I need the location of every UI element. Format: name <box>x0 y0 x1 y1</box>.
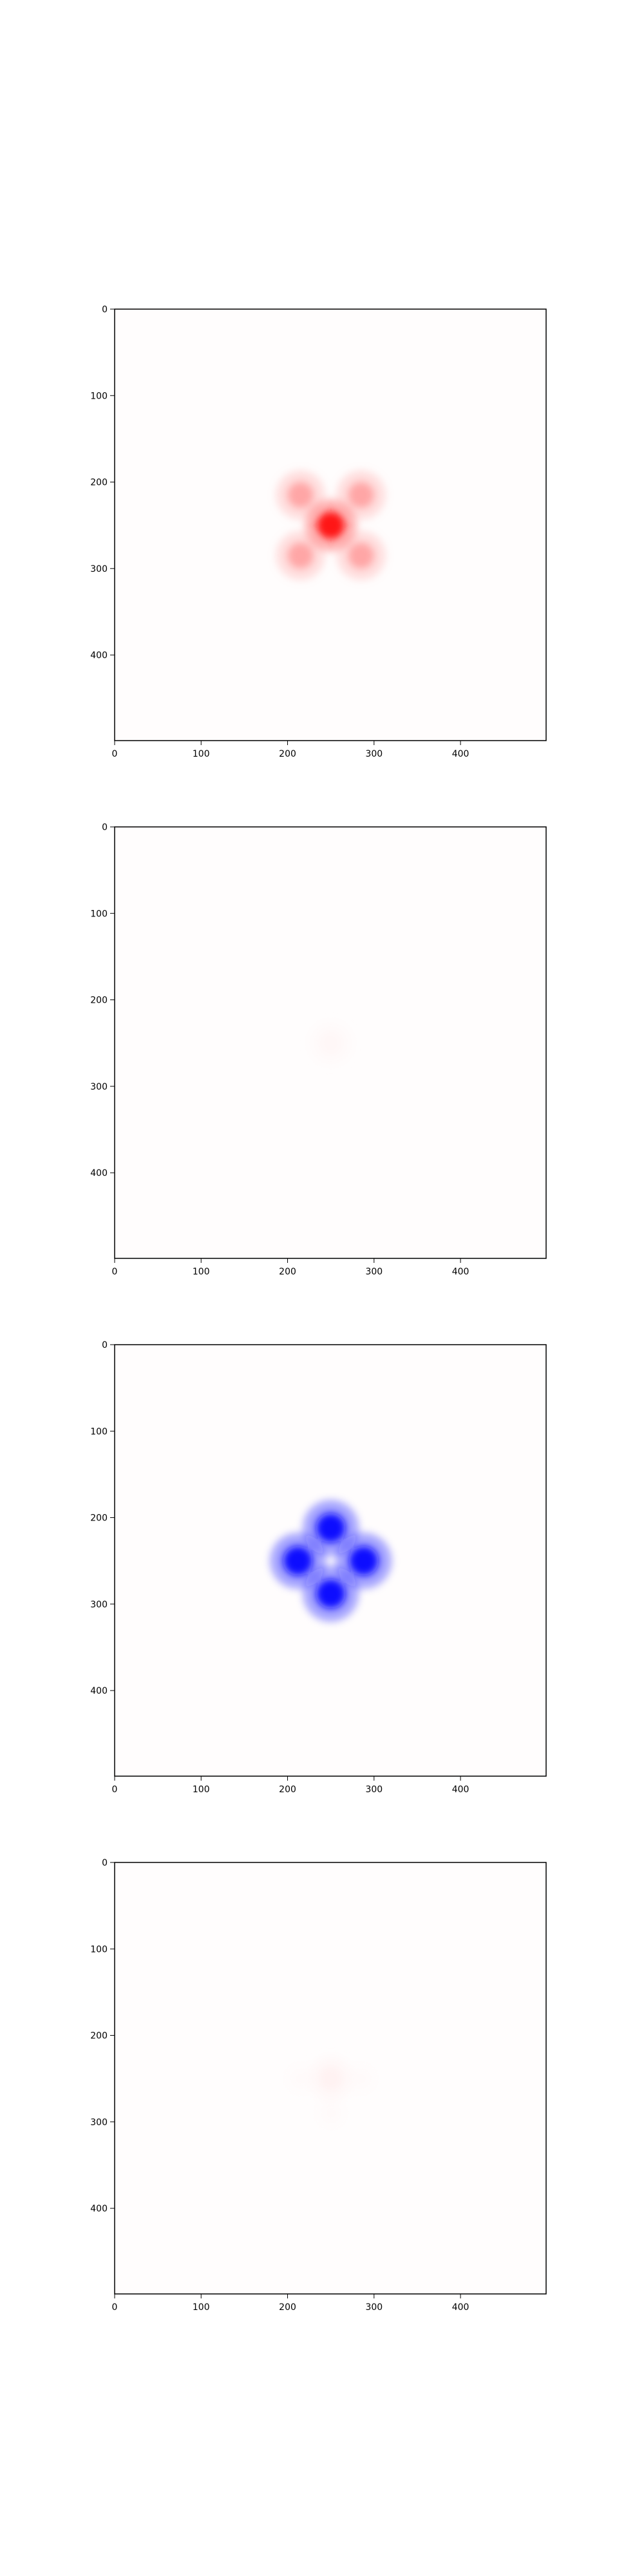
y-tick-label: 100 <box>90 391 108 401</box>
x-tick-label: 100 <box>193 1785 210 1795</box>
x-tick-label: 100 <box>193 749 210 759</box>
x-tick-label: 200 <box>279 1785 296 1795</box>
x-tick-label: 300 <box>365 749 383 759</box>
x-tick-label: 400 <box>452 1267 469 1277</box>
heatmap-blob <box>352 2070 370 2088</box>
heatmap-blob <box>287 482 314 508</box>
x-tick-label: 400 <box>452 749 469 759</box>
y-tick-label: 300 <box>90 1600 108 1610</box>
heatmap-panel: 0 100 200 300 400 0 100 200 300 400 <box>90 822 547 1277</box>
heatmap-blob <box>348 482 374 508</box>
x-tick-label: 400 <box>452 2302 469 2313</box>
y-tick-label: 100 <box>90 1426 108 1437</box>
heatmap-panel: 0 100 200 300 400 0 100 200 300 400 <box>90 305 547 759</box>
heatmap-blob <box>348 542 374 569</box>
x-tick-label: 100 <box>193 2302 210 2313</box>
heatmap-blob <box>318 2066 343 2091</box>
y-tick-label: 300 <box>90 564 108 574</box>
x-tick-label: 200 <box>279 2302 296 2313</box>
y-tick-label: 400 <box>90 1168 108 1179</box>
y-tick-label: 100 <box>90 909 108 919</box>
x-tick-label: 300 <box>365 2302 383 2313</box>
axes-frame <box>114 308 547 741</box>
y-tick-label: 400 <box>90 1686 108 1696</box>
x-tick-label: 200 <box>279 749 296 759</box>
x-tick-label: 100 <box>193 1267 210 1277</box>
y-tick-label: 0 <box>102 1340 108 1350</box>
y-tick-label: 0 <box>102 305 108 315</box>
y-tick-label: 100 <box>90 1944 108 1955</box>
y-tick-label: 0 <box>102 822 108 833</box>
heatmap-blob <box>287 542 314 569</box>
heatmap-blob <box>292 2070 310 2088</box>
x-tick-label: 0 <box>112 2302 118 2313</box>
x-tick-label: 400 <box>452 1785 469 1795</box>
x-tick-label: 0 <box>112 749 118 759</box>
heatmap-blob <box>322 2104 340 2122</box>
x-tick-label: 0 <box>112 1267 118 1277</box>
x-tick-label: 0 <box>112 1785 118 1795</box>
heatmap-blob <box>318 1030 343 1056</box>
heatmap-blob <box>348 1546 379 1576</box>
heatmap-background <box>115 1345 546 1776</box>
y-tick-label: 200 <box>90 2031 108 2041</box>
heatmap-blob <box>317 511 345 540</box>
axes-frame <box>114 826 547 1259</box>
y-tick-label: 0 <box>102 1858 108 1868</box>
y-tick-label: 400 <box>90 650 108 661</box>
x-tick-label: 200 <box>279 1267 296 1277</box>
y-tick-label: 200 <box>90 478 108 488</box>
y-tick-label: 400 <box>90 2204 108 2214</box>
heatmap-blob <box>316 1578 346 1609</box>
heatmap-panel: 0 100 200 300 400 0 100 200 300 400 <box>90 1858 547 2313</box>
heatmap-panel: 0 100 200 300 400 0 100 200 300 400 <box>90 1340 547 1795</box>
x-tick-label: 300 <box>365 1785 383 1795</box>
axes-frame <box>114 1862 547 2295</box>
axes-frame <box>114 1344 547 1777</box>
y-tick-label: 200 <box>90 1513 108 1524</box>
heatmap-blob <box>316 1513 346 1543</box>
x-tick-label: 300 <box>365 1267 383 1277</box>
y-tick-label: 200 <box>90 996 108 1006</box>
heatmap-blob <box>283 1546 313 1576</box>
y-tick-label: 300 <box>90 2117 108 2128</box>
y-tick-label: 300 <box>90 1082 108 1092</box>
